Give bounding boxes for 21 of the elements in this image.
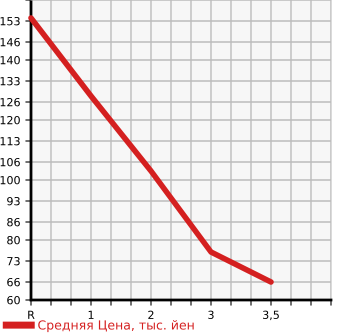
y-tick-label: 153	[0, 16, 20, 26]
y-tick-label: 66	[7, 278, 20, 286]
x-tick-label: R	[28, 310, 35, 319]
y-tick-label: 80	[7, 236, 20, 244]
x-tick-label: 3	[208, 310, 214, 320]
y-tick-label: 126	[0, 98, 20, 106]
y-tick-label: 120	[0, 116, 20, 124]
y-tick-label: 113	[0, 136, 20, 146]
x-tick-label: 3,5	[263, 310, 279, 320]
y-tick-label: 106	[0, 158, 20, 166]
y-tick-label: 93	[7, 196, 20, 206]
y-tick-label: 100	[0, 176, 20, 184]
y-tick-label: 140	[0, 56, 20, 64]
y-tick-label: 133	[0, 76, 20, 86]
y-tick-label: 73	[7, 256, 20, 266]
y-tick-label: 146	[0, 38, 20, 46]
y-tick-label: 86	[7, 218, 20, 226]
x-tick-label: 2	[148, 310, 154, 319]
x-tick-label: 1	[88, 310, 94, 319]
legend-label: Средняя Цена, тыс. йен	[38, 320, 194, 332]
y-tick-label: 60	[7, 296, 20, 304]
